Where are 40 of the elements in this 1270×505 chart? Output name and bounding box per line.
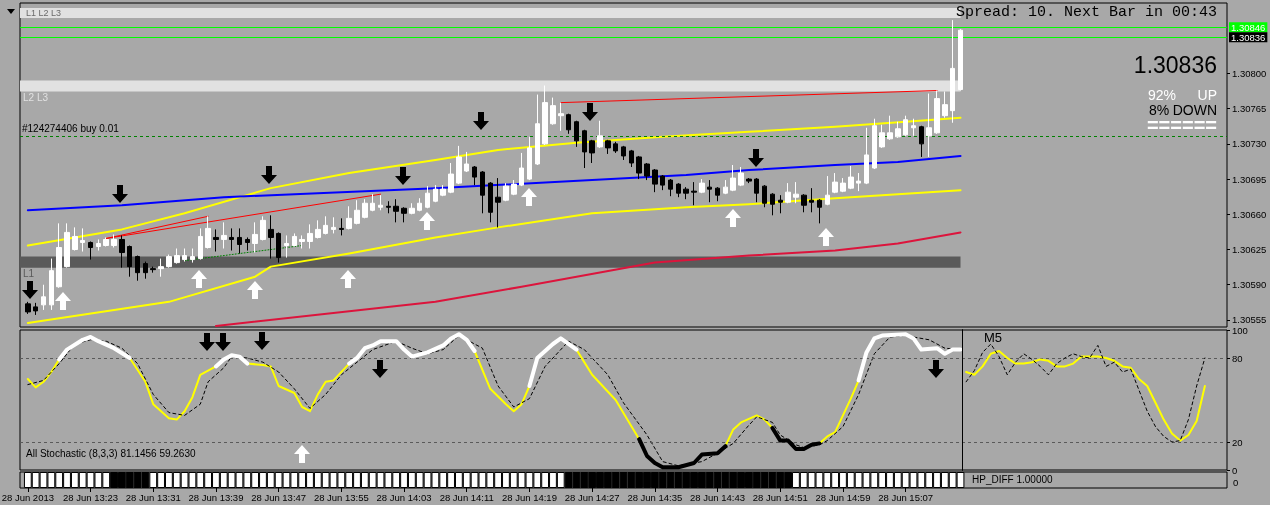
- y-tick-label: 0: [1232, 464, 1238, 476]
- y-tick-label: 1.30695: [1232, 173, 1267, 185]
- y-tick-label: 100: [1232, 324, 1248, 336]
- x-tick-label: 28 Jun 14:19: [501, 491, 557, 503]
- chart-title: M5: [984, 330, 1003, 345]
- x-tick-label: 28 Jun 14:43: [690, 491, 746, 503]
- ref-line-label: #124274406 buy 0.01: [22, 123, 120, 135]
- x-tick-label: 28 Jun 13:23: [63, 491, 119, 503]
- chart-title: HP_DIFF 1.00000: [972, 473, 1054, 485]
- band-label: L1: [23, 268, 35, 280]
- x-tick-label: 28 Jun 14:03: [376, 491, 432, 503]
- y-tick-label: 1.30730: [1232, 138, 1267, 150]
- ref-line-label: 1.30846: [1231, 21, 1266, 33]
- y-tick-label: 1.30800: [1232, 67, 1267, 79]
- y-tick-label: 20: [1232, 436, 1243, 448]
- band-label: L1 L2 L3: [26, 8, 62, 19]
- y-tick-label: 1.30555: [1232, 314, 1267, 326]
- annotation: 1.30836: [1133, 51, 1217, 78]
- x-tick-label: 28 Jun 14:27: [564, 491, 620, 503]
- text: All Stochastic (8,3,3) 81.1456 59.2630: [26, 447, 196, 459]
- x-tick-label: 28 Jun 14:35: [627, 491, 683, 503]
- y-tick-label: 1.30625: [1232, 244, 1267, 256]
- x-tick-label: 28 Jun 13:47: [251, 491, 307, 503]
- annotation: 92%: [1148, 87, 1177, 103]
- x-tick-label: 28 Jun 14:11: [439, 491, 494, 503]
- x-tick-label: 28 Jun 13:55: [313, 491, 369, 503]
- x-tick-label: 28 Jun 14:59: [815, 491, 871, 503]
- band-label: L2 L3: [23, 92, 49, 104]
- y-tick-label: 1.30590: [1232, 279, 1267, 291]
- x-tick-label: 28 Jun 14:51: [752, 491, 808, 503]
- x-tick-label: 28 Jun 2013: [1, 491, 54, 503]
- x-tick-label: 28 Jun 15:07: [878, 491, 934, 503]
- y-tick-label: 1.30660: [1232, 208, 1267, 220]
- y-tick-label: 1.30765: [1232, 103, 1267, 115]
- ref-line-label: 1.30836: [1231, 31, 1266, 43]
- annotation: UP: [1197, 87, 1217, 103]
- x-tick-label: 28 Jun 13:31: [125, 491, 181, 503]
- annotation: Spread: 10. Next Bar in 00:43: [955, 4, 1217, 21]
- y-tick-label: 80: [1232, 352, 1243, 364]
- x-tick-label: 28 Jun 13:39: [188, 491, 244, 503]
